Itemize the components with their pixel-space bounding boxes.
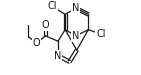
Text: N: N (54, 51, 62, 61)
Text: Cl: Cl (48, 1, 57, 11)
Text: N: N (72, 31, 80, 41)
Text: N: N (72, 3, 80, 13)
Text: O: O (33, 38, 40, 48)
Text: O: O (42, 20, 49, 30)
Text: Cl: Cl (96, 29, 106, 39)
